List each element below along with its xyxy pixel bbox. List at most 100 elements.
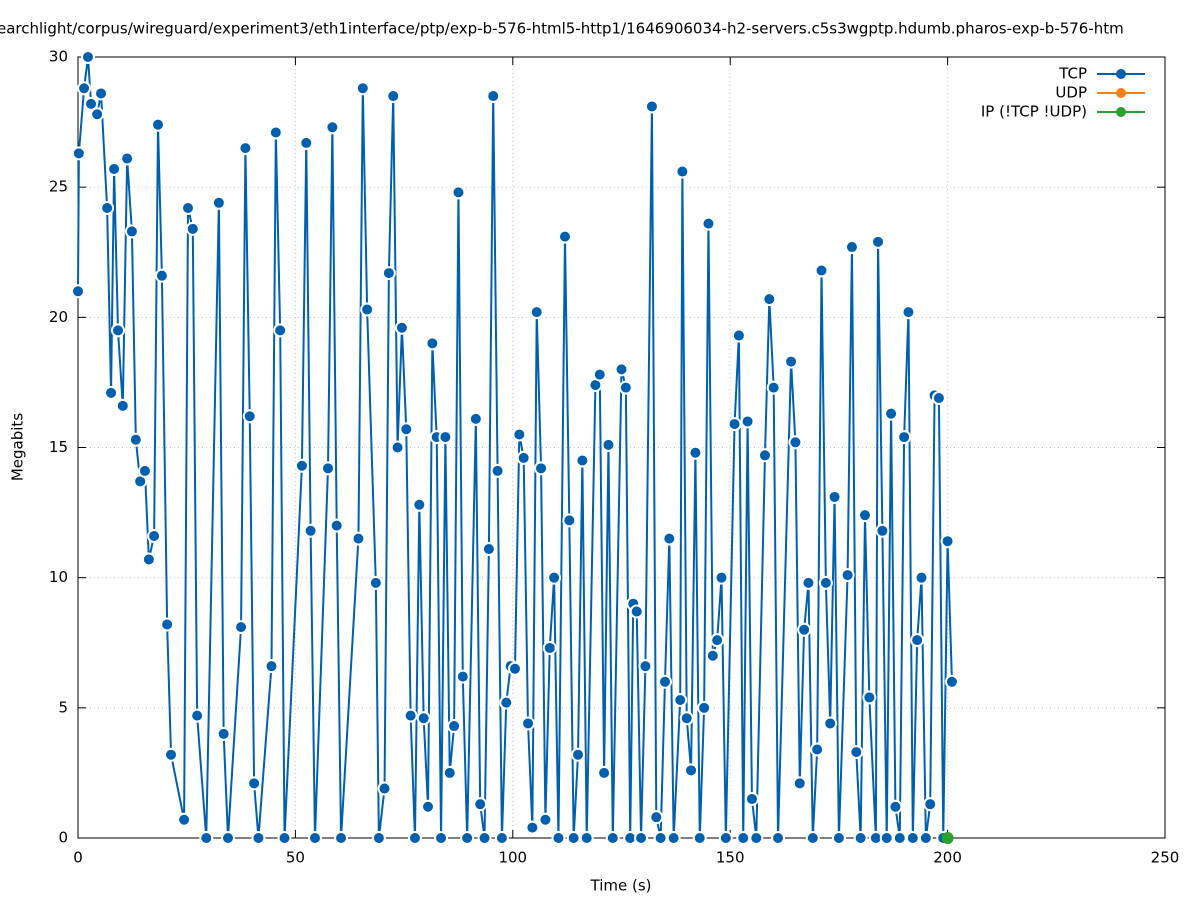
data-point [368,575,383,590]
data-point [107,161,122,176]
data-point [875,523,890,538]
data-point [810,742,825,757]
data-point [190,708,205,723]
data-point [849,745,864,760]
data-point [512,427,527,442]
data-point [211,195,226,210]
data-point [931,391,946,406]
data-point [644,99,659,114]
data-point [242,409,257,424]
data-point [425,336,440,351]
data-point [525,820,540,835]
data-point [784,354,799,369]
data-point [390,440,405,455]
data-point [115,398,130,413]
data-point [666,831,681,845]
data-point [434,831,449,845]
data-point [151,117,166,132]
data-point [94,86,109,101]
y-tick-label: 25 [49,178,68,196]
data-point [888,799,903,814]
data-point [673,693,688,708]
data-point [736,831,751,845]
data-point [321,461,336,476]
y-tick-label: 5 [58,698,68,716]
data-point [727,417,742,432]
data-point [579,831,594,845]
data-point [814,263,829,278]
data-point [355,81,370,96]
data-point [731,328,746,343]
data-point [905,831,920,845]
data-point [421,799,436,814]
data-point [857,508,872,523]
data-point [827,489,842,504]
data-point [147,529,162,544]
data-point [438,430,453,445]
data-point [277,831,292,845]
data-point [871,234,886,249]
data-point [164,747,179,762]
data-point [499,695,514,710]
data-point [547,570,562,585]
data-point [910,633,925,648]
data-point [629,604,644,619]
data-point [234,620,249,635]
data-point [447,719,462,734]
data-point [914,570,929,585]
x-axis-label: Time (s) [590,877,652,895]
data-point [71,146,86,161]
x-tick-label: 100 [498,849,527,867]
data-point [84,96,99,111]
data-point [797,622,812,637]
data-point [477,831,492,845]
data-point [818,575,833,590]
data-point [853,831,868,845]
data-point [111,323,126,338]
data-point [329,518,344,533]
data-point [199,831,214,845]
data-point [516,450,531,465]
data-point [897,430,912,445]
x-tick-label: 50 [286,849,305,867]
data-point [705,648,720,663]
data-point [268,125,283,140]
data-point [247,776,262,791]
data-point [918,831,933,845]
data-point [944,674,959,689]
data-point [657,674,672,689]
legend-label: UDP [1055,84,1087,102]
legend-swatch [1116,107,1126,117]
data-point [442,765,457,780]
data-point [562,513,577,528]
data-point [334,831,349,845]
data-point [653,831,668,845]
data-point [416,711,431,726]
data-point [701,216,716,231]
data-point [684,763,699,778]
data-point [481,542,496,557]
data-point [177,812,192,827]
data-point [507,661,522,676]
data-point [521,716,536,731]
data-point [455,669,470,684]
data-point [371,831,386,845]
data-point [407,831,422,845]
data-point [71,284,85,299]
data-point [81,50,96,64]
data-point [381,266,396,281]
data-point [451,185,466,200]
y-tick-label: 15 [49,438,68,456]
data-point [538,812,553,827]
data-point [216,726,231,741]
data-point [792,776,807,791]
data-point [571,747,586,762]
data-point [638,659,653,674]
data-point [710,633,725,648]
data-point [692,831,707,845]
legend-label: TCP [1058,65,1087,83]
data-point [494,831,509,845]
data-point [124,224,139,239]
